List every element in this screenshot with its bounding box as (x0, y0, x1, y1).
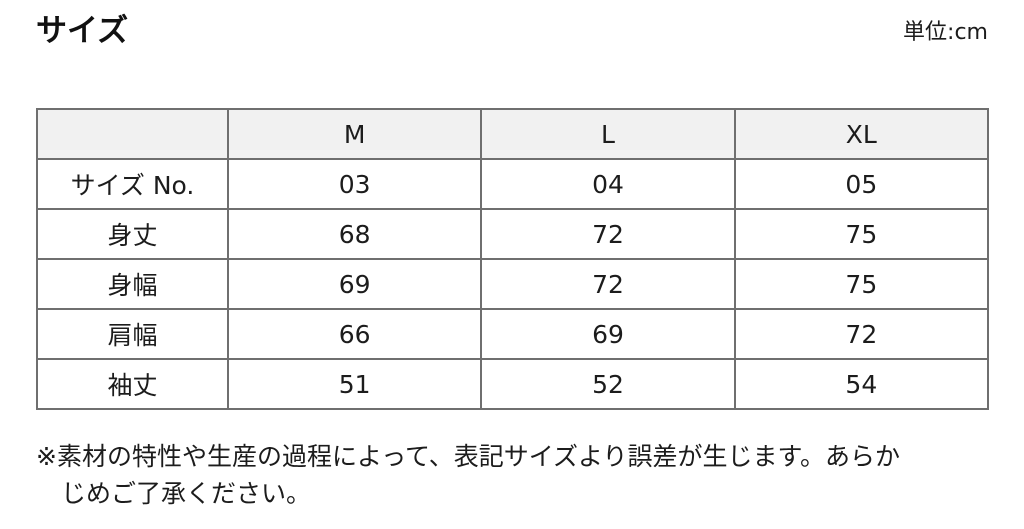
table-row-size-no: サイズ No. 03 04 05 (36, 158, 990, 210)
row-label: 身丈 (36, 208, 229, 260)
column-header-m: M (226, 108, 483, 160)
note-line: じめご了承ください。 (61, 479, 312, 508)
cell-shoulder-width-xl: 72 (733, 308, 990, 360)
size-disclaimer-note: ※素材の特性や生産の過程によって、表記サイズより誤差が生じます。あらか じめご了… (36, 438, 988, 512)
cell-size-no-l: 04 (480, 158, 736, 210)
row-label: サイズ No. (36, 158, 229, 210)
table-row-body-width: 身幅 69 72 75 (36, 258, 990, 310)
row-label: 肩幅 (36, 308, 229, 360)
column-header-blank (36, 108, 229, 160)
row-label: 身幅 (36, 258, 229, 310)
cell-body-length-l: 72 (480, 208, 736, 260)
cell-shoulder-width-m: 66 (226, 308, 483, 360)
page-title: サイズ (36, 12, 129, 49)
table-row-sleeve-length: 袖丈 51 52 54 (36, 358, 990, 410)
table-row-body-length: 身丈 68 72 75 (36, 208, 990, 260)
cell-sleeve-length-l: 52 (480, 358, 736, 410)
cell-sleeve-length-xl: 54 (733, 358, 990, 410)
note-line: ※素材の特性や生産の過程によって、表記サイズより誤差が生じます。あらか (36, 442, 900, 471)
topbar: サイズ 単位:cm (36, 0, 988, 48)
cell-body-width-l: 72 (480, 258, 736, 310)
size-table: M L XL サイズ No. 03 04 05 身丈 68 72 75 身幅 6… (36, 108, 990, 410)
column-header-l: L (480, 108, 736, 160)
table-header-row: M L XL (36, 108, 990, 160)
cell-body-width-xl: 75 (733, 258, 990, 310)
row-label: 袖丈 (36, 358, 229, 410)
unit-label: 単位:cm (903, 20, 988, 45)
cell-body-width-m: 69 (226, 258, 483, 310)
cell-body-length-m: 68 (226, 208, 483, 260)
table-row-shoulder-width: 肩幅 66 69 72 (36, 308, 990, 360)
cell-size-no-xl: 05 (733, 158, 990, 210)
cell-sleeve-length-m: 51 (226, 358, 483, 410)
column-header-xl: XL (733, 108, 990, 160)
cell-shoulder-width-l: 69 (480, 308, 736, 360)
cell-size-no-m: 03 (226, 158, 483, 210)
cell-body-length-xl: 75 (733, 208, 990, 260)
